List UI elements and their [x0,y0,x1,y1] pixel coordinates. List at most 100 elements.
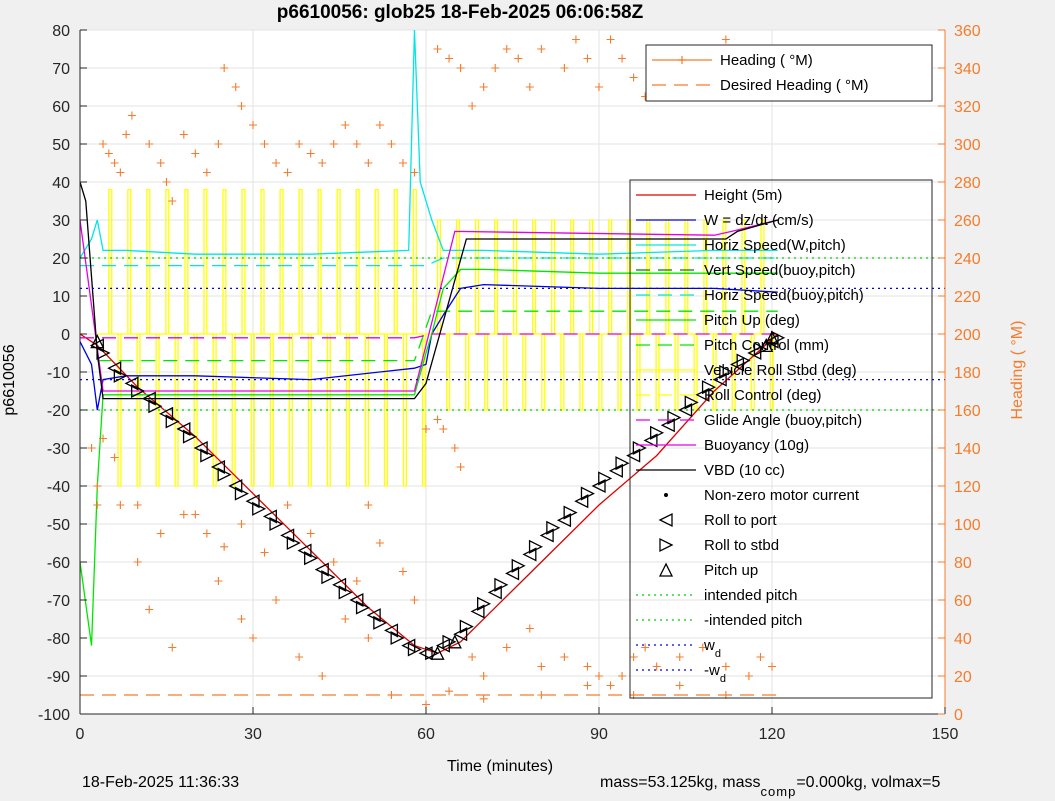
heading-point [618,54,627,63]
roll-stbd-marker [321,570,336,585]
heading-point [595,83,603,91]
main-legend-label: Vert Speed(buoy,pitch) [704,262,855,279]
heading-point [744,672,753,680]
roll-stbd-marker [615,456,630,471]
main-legend-label-sub: d [720,673,726,685]
heading-point [260,140,269,148]
y2-axis-label: Heading ( °M) [1009,321,1026,420]
heading-point [116,501,125,509]
heading-point [104,149,113,158]
main-legend-label: Pitch Control (mm) [704,337,829,354]
roll-stbd-marker [684,395,699,410]
heading-point [675,653,684,661]
heading-point [364,634,373,642]
heading-point [156,159,165,167]
y2-tick-label: 40 [954,631,972,648]
heading-point [127,111,136,120]
heading-point [387,691,396,699]
heading-point [179,130,188,139]
y2-tick-label: 340 [954,61,981,78]
heading-point [537,662,546,671]
series-line-horiz-speed-buoy-pitch- [80,257,778,267]
y-tick-label: -60 [47,555,70,572]
heading-point [768,662,776,671]
heading-legend-box [645,44,933,102]
heading-point [456,64,465,72]
heading-point [249,121,257,129]
heading-point [675,681,684,690]
y2-tick-label: 240 [954,251,981,268]
chart-title: p6610056: glob25 18-Feb-2025 06:06:58Z [277,2,644,23]
x-tick-label: 0 [76,726,85,743]
heading-point [145,140,154,148]
main-legend-label: -intended pitch [704,612,802,629]
heading-point [445,54,454,63]
series-line-pitch-up-deg- [79,268,778,646]
heading-point [445,687,454,696]
heading-point [93,482,102,490]
heading-point [410,596,419,604]
heading-point [352,140,361,148]
y2-tick-label: 280 [954,175,981,192]
roll-stbd-marker [373,615,388,630]
heading-point [162,178,171,186]
roll-stbd-marker [563,505,578,520]
heading-point [249,634,257,642]
y-tick-label: -80 [47,631,70,648]
main-legend-label: Horiz Speed(W,pitch) [704,237,846,254]
heading-point [756,653,765,661]
heading-point [341,615,350,623]
heading-point [422,425,430,433]
roll-spike-path [108,188,774,487]
main-legend-label-sub: d [715,648,721,660]
roll-stbd-marker [736,353,751,368]
heading-point [295,140,304,148]
roll-stbd-marker [477,596,492,611]
x-axis-label: Time (minutes) [447,758,553,775]
roll-stbd-marker [407,642,422,657]
y-tick-label: 50 [52,137,70,154]
legend-swatch [664,493,668,497]
roll-stbd-marker [131,383,146,399]
heading-point [202,529,211,538]
roll-stbd-marker [217,467,232,482]
pitch-up-marker [430,645,445,660]
legend-swatch [659,537,674,553]
y-tick-label: -30 [47,441,70,458]
heading-point [318,159,327,167]
roll-stbd-marker [580,486,595,501]
y-tick-label: 30 [52,213,70,230]
heading-point [214,140,223,148]
series-line-vbd-10-cc- [79,181,778,400]
legend-swatch [658,512,673,528]
roll-stbd-marker [667,410,682,425]
y-tick-label: -40 [47,479,70,496]
roll-stbd-marker [165,414,180,429]
heading-point [641,643,650,652]
roll-stbd-marker [494,577,509,592]
heading-point [525,83,534,91]
roll-stbd-marker [719,364,734,380]
main-legend-label: Roll Control (deg) [704,387,822,404]
heading-point [272,596,281,604]
heading-point [456,463,465,471]
main-legend-label: Roll to port [704,512,777,529]
series-line-buoyancy-10g- [79,219,778,392]
heading-legend: Heading ( °M) Desired Heading ( °M) [645,44,933,102]
pitch-up-marker [764,330,780,345]
heading-point [99,434,108,443]
y2-tick-label: 220 [954,289,981,306]
heading-point [306,149,315,158]
heading-point [410,168,419,177]
footer-mass-suffix: =0.000kg, volmax=5 [796,774,941,791]
heading-point [571,35,580,44]
main-legend-label: intended pitch [704,587,797,604]
heading-point [156,529,165,538]
heading-point [479,672,488,680]
roll-stbd-marker [442,634,457,649]
heading-point [237,520,246,528]
heading-point [283,168,292,177]
heading-point [341,121,350,129]
heading-point [168,643,177,652]
heading-point [652,662,661,671]
